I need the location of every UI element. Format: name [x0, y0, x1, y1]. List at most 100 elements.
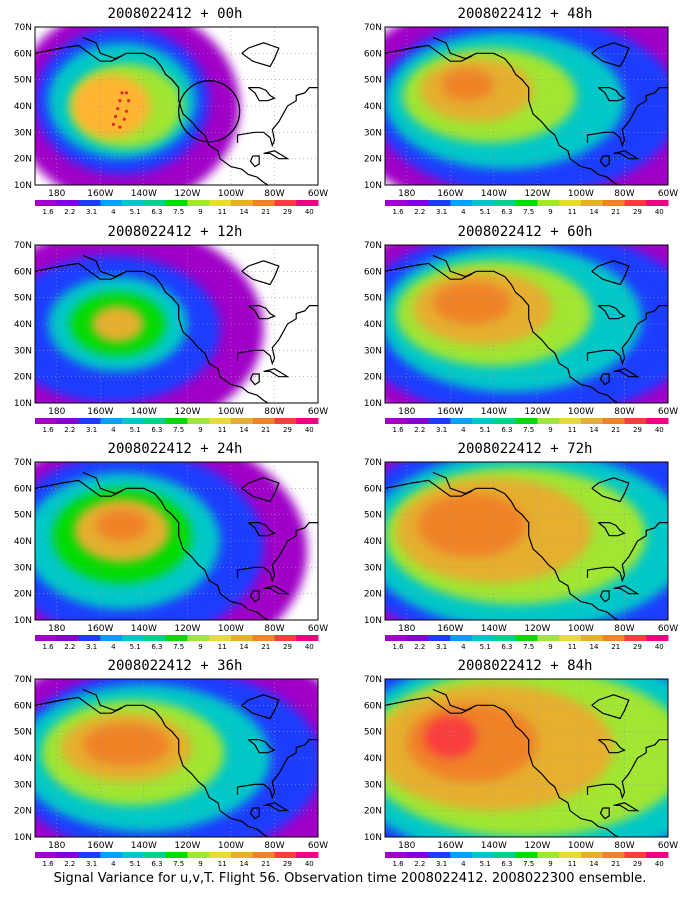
lon-tick-label: 160W: [87, 624, 113, 634]
legend-swatch: [450, 635, 473, 641]
shaded-field: [385, 245, 668, 403]
coastline: [385, 471, 668, 620]
legend-swatch: [580, 852, 604, 858]
legend-level-label: 2.2: [414, 208, 425, 216]
legend-swatch: [515, 852, 538, 858]
lat-tick-label: 20N: [14, 155, 32, 165]
color-legend: 1.6 2.2 3.1 4 5.1 6.3 7.5 9 11 14 21 29 40: [385, 635, 669, 651]
panel-title: 2008022412 + 36h: [107, 658, 243, 674]
lat-tick-label: 60N: [14, 267, 32, 277]
lon-tick-label: 160W: [437, 841, 463, 851]
legend-level-label: 14: [240, 426, 249, 434]
color-legend: 1.6 2.2 3.1 4 5.1 6.3 7.5 9 11 14 21 29 40: [385, 418, 669, 434]
coastline: [35, 36, 318, 185]
map-panel: 70N 60N 50N 40N 30N 20N 10N 180 160W 140W 120W 100W…: [350, 652, 700, 869]
lon-tick-label: 180: [398, 407, 415, 417]
lat-tick-label: 10N: [14, 616, 32, 626]
panel-lead-time: 60h: [567, 224, 593, 240]
legend-swatch: [580, 200, 604, 206]
legend-level-label: 21: [261, 208, 270, 216]
legend-swatch: [209, 852, 232, 858]
map-panel: 70N 60N 50N 40N 30N 20N 10N 180 160W 140W 120W 100W…: [350, 218, 700, 435]
lat-tick-label: 20N: [14, 807, 32, 817]
panel-title: 2008022412 + 84h: [457, 658, 593, 674]
legend-level-label: 5.1: [480, 860, 491, 868]
map-svg: 70N 60N 50N 40N 30N 20N 10N 180 160W 140W 120W 100W…: [14, 241, 328, 434]
legend-level-label: 11: [218, 426, 227, 434]
color-legend: 1.6 2.2 3.1 4 5.1 6.3 7.5 9 11 14 21 29 40: [35, 418, 319, 434]
lon-tick-label: 180: [398, 189, 415, 199]
flight-track: [111, 91, 131, 129]
legend-level-label: 1.6: [42, 643, 54, 651]
lat-tick-label: 20N: [364, 373, 382, 383]
lat-tick-label: 30N: [14, 563, 32, 573]
lon-tick-label: 180: [48, 624, 65, 634]
lat-tick-label: 10N: [14, 399, 32, 409]
lat-tick-label: 40N: [14, 537, 32, 547]
lat-tick-label: 40N: [14, 320, 32, 330]
legend-level-label: 14: [240, 860, 249, 868]
legend-level-label: 21: [611, 208, 620, 216]
coastline: [385, 688, 668, 837]
legend-level-label: 3.1: [86, 426, 97, 434]
legend-level-label: 11: [568, 208, 577, 216]
legend-swatch: [187, 852, 210, 858]
legend-level-label: 29: [633, 860, 642, 868]
shaded-field: [385, 679, 668, 837]
legend-swatch: [646, 852, 669, 858]
panel-base-time: 2008022412: [107, 224, 192, 240]
lat-tick-label: 50N: [14, 511, 32, 521]
panel-title: 2008022412 + 72h: [457, 441, 593, 457]
legend-level-label: 9: [198, 426, 202, 434]
legend-level-label: 21: [611, 860, 620, 868]
panel-lead-time: 84h: [567, 658, 593, 674]
legend-swatch: [646, 200, 669, 206]
panel-grid: 70N 60N 50N 40N 30N 20N 10N 180 160W 140W 120W 100W…: [0, 0, 700, 869]
legend-swatch: [187, 418, 210, 424]
lon-tick-label: 80W: [614, 624, 634, 634]
legend-level-label: 29: [633, 643, 642, 651]
map-panel: 70N 60N 50N 40N 30N 20N 10N 180 160W 140W 120W 100W…: [0, 0, 350, 217]
legend-swatch: [296, 635, 319, 641]
lat-tick-label: 50N: [364, 76, 382, 86]
map-svg: 70N 60N 50N 40N 30N 20N 10N 180 160W 140W 120W 100W…: [14, 675, 328, 868]
legend-level-label: 1.6: [42, 860, 54, 868]
legend-level-label: 4: [111, 860, 116, 868]
legend-swatch: [35, 852, 58, 858]
legend-swatch: [230, 852, 254, 858]
coastline: [35, 471, 318, 620]
legend-level-label: 5.1: [480, 643, 491, 651]
legend-swatch: [559, 200, 582, 206]
legend-level-label: 6.3: [151, 860, 162, 868]
map-svg: 70N 60N 50N 40N 30N 20N 10N 180 160W 140W 120W 100W…: [14, 458, 328, 651]
legend-swatch: [537, 852, 560, 858]
legend-level-label: 11: [568, 643, 577, 651]
legend-level-label: 14: [590, 208, 599, 216]
legend-swatch: [209, 635, 232, 641]
legend-swatch: [230, 418, 254, 424]
lat-tick-label: 30N: [14, 346, 32, 356]
lat-tick-label: 40N: [364, 537, 382, 547]
lat-tick-label: 30N: [364, 128, 382, 138]
legend-swatch: [493, 635, 517, 641]
lat-tick-label: 60N: [364, 267, 382, 277]
legend-level-label: 6.3: [501, 426, 512, 434]
contour-region: [417, 493, 527, 557]
lon-tick-label: 80W: [614, 189, 634, 199]
contour-region: [441, 69, 494, 101]
legend-level-label: 29: [283, 426, 292, 434]
legend-swatch: [252, 635, 275, 641]
lon-tick-label: 60W: [308, 407, 328, 417]
panel-title: 2008022412 + 48h: [457, 6, 593, 22]
lon-tick-label: 140W: [481, 841, 507, 851]
legend-level-label: 21: [611, 643, 620, 651]
map-svg: 70N 60N 50N 40N 30N 20N 10N 180 160W 140W 120W 100W…: [364, 241, 678, 434]
legend-level-label: 4: [461, 643, 466, 651]
lat-tick-label: 10N: [364, 616, 382, 626]
legend-swatch: [274, 200, 297, 206]
legend-level-label: 6.3: [501, 643, 512, 651]
legend-level-label: 40: [305, 426, 314, 434]
legend-swatch: [493, 852, 517, 858]
legend-swatch: [100, 635, 123, 641]
legend-level-label: 29: [283, 643, 292, 651]
